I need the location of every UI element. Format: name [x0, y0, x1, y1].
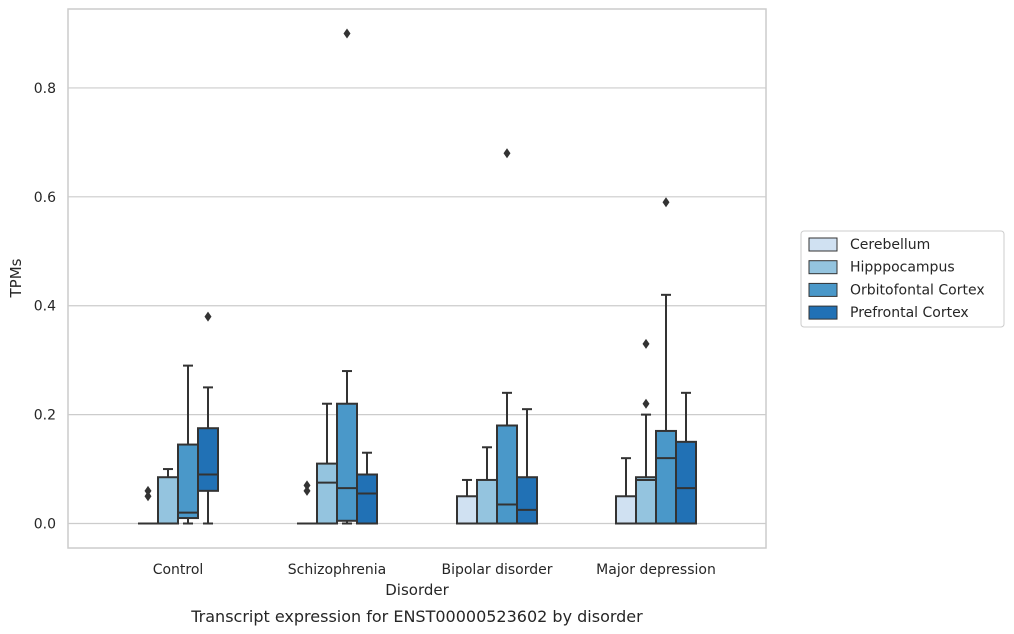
box-group — [138, 485, 158, 525]
box-group — [675, 391, 697, 525]
legend-label: Orbitofontal Cortex — [850, 282, 985, 298]
y-tick-label: 0.4 — [34, 299, 56, 315]
outlier-point — [204, 311, 212, 322]
outlier-point — [144, 491, 152, 502]
outlier-point — [144, 485, 152, 496]
plot-frame — [67, 8, 767, 549]
legend-label: Prefrontal Cortex — [850, 305, 969, 321]
box-group — [635, 338, 657, 525]
box — [197, 427, 219, 492]
legend-swatch — [808, 305, 838, 320]
box — [157, 476, 179, 525]
outlier-point — [503, 148, 511, 159]
box — [675, 440, 697, 525]
legend-swatch — [808, 260, 838, 275]
box-group — [336, 28, 358, 525]
box — [336, 402, 358, 522]
box — [177, 443, 199, 520]
box — [496, 424, 518, 525]
box — [476, 478, 498, 525]
legend-label: Cerebellum — [850, 237, 930, 253]
x-tick-labels: Control Schizophrenia Bipolar disorder Majo… — [153, 562, 716, 578]
box-group — [157, 468, 179, 525]
box-group — [197, 311, 219, 525]
outlier-point — [303, 485, 311, 496]
y-tick-label: 0.2 — [34, 408, 56, 424]
box-group — [516, 408, 538, 525]
box — [635, 476, 657, 525]
legend-label: Hipppocampus — [850, 260, 955, 276]
x-tick-label: Bipolar disorder — [441, 562, 552, 578]
legend-swatch — [808, 282, 838, 297]
box — [516, 476, 538, 525]
legend: Cerebellum Hipppocampus Orbitofontal Corte… — [800, 230, 1005, 328]
x-tick-label: Major depression — [596, 562, 716, 578]
x-tick-label: Schizophrenia — [288, 562, 386, 578]
box — [655, 429, 677, 525]
box — [615, 495, 637, 525]
series-prefrontal-cortex — [197, 311, 697, 525]
box — [356, 473, 378, 525]
legend-swatch — [808, 237, 838, 252]
box-group — [496, 148, 518, 525]
y-tick-label: 0.8 — [34, 81, 56, 97]
y-tick-labels: 0.0 0.2 0.4 0.6 0.8 — [34, 81, 56, 533]
chart-caption: Transcript expression for ENST0000052360… — [190, 607, 643, 626]
x-tick-label: Control — [153, 562, 204, 578]
box — [456, 495, 478, 525]
outlier-point — [303, 480, 311, 491]
legend-frame — [800, 230, 1005, 328]
box-series — [138, 28, 697, 525]
box-group — [297, 480, 317, 525]
outlier-point — [642, 398, 650, 409]
box-group — [356, 451, 378, 525]
y-axis-label: TPMs — [7, 258, 25, 298]
outlier-point — [343, 28, 351, 39]
box — [316, 462, 338, 525]
y-tick-label: 0.0 — [34, 517, 56, 533]
outlier-point — [642, 338, 650, 349]
y-tick-label: 0.6 — [34, 190, 56, 206]
x-axis-label: Disorder — [385, 581, 449, 599]
outlier-point — [662, 197, 670, 208]
